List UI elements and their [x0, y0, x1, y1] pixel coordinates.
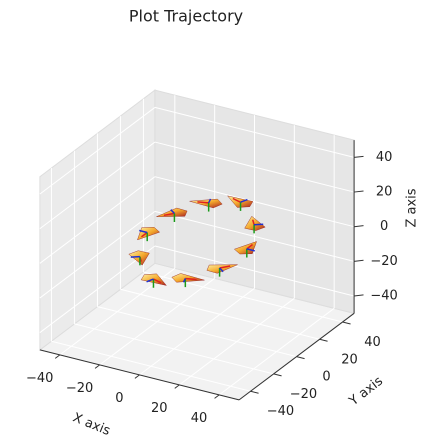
grid-line: [39, 176, 156, 264]
chart-title: Plot Trajectory: [129, 7, 243, 26]
z-tick-label: −20: [370, 254, 397, 269]
grid-line: [120, 288, 320, 340]
grid-line: [39, 141, 156, 230]
y-tick-label: 20: [341, 352, 358, 367]
tick-mark: [354, 259, 364, 262]
y-tick-label: 40: [364, 335, 381, 350]
plane-marker: [244, 215, 266, 231]
z-tick-label: 40: [376, 150, 393, 165]
orientation-axis: [139, 229, 148, 234]
plane-marker: [233, 241, 257, 255]
orientation-axis: [232, 197, 241, 203]
tick-mark: [94, 364, 100, 369]
y-axis-label: Y axis: [346, 374, 386, 410]
z-tick-label: 0: [380, 219, 388, 234]
orientation-axis: [219, 267, 224, 273]
orientation-axis: [141, 231, 148, 238]
plane-marker: [137, 227, 161, 241]
grid-line: [39, 210, 156, 299]
axis-line: [238, 312, 355, 401]
orientation-axis: [207, 198, 212, 204]
orientation-axis: [197, 201, 209, 204]
x-tick-label: −40: [26, 371, 53, 386]
tick-mark: [174, 384, 180, 389]
y-tick-label: −20: [290, 387, 317, 402]
x-tick-label: 40: [191, 411, 208, 426]
x-axis-label: X axis: [70, 410, 112, 439]
grid-line: [39, 245, 156, 333]
grid-line: [154, 106, 355, 158]
grid-line: [154, 210, 355, 262]
grid-line: [39, 107, 156, 195]
orientation-axis: [163, 212, 175, 217]
z-axis-label: Z axis: [405, 188, 420, 227]
grid-line: [154, 176, 355, 228]
tick-mark: [250, 390, 259, 394]
x-tick-label: 0: [115, 391, 123, 406]
orientation-axis: [246, 248, 255, 252]
orientation-axis: [170, 209, 175, 214]
grid-line: [97, 306, 297, 358]
tick-mark: [354, 190, 364, 193]
orientation-axis: [240, 198, 248, 203]
grid-line: [51, 340, 251, 392]
grid-line: [154, 141, 355, 193]
x-tick-label: 20: [151, 401, 168, 416]
tick-mark: [342, 321, 351, 325]
z-tick-label: −40: [370, 288, 397, 303]
orientation-axis: [182, 278, 187, 283]
tick-mark: [319, 338, 328, 342]
tick-mark: [54, 354, 61, 359]
tick-mark: [354, 155, 364, 158]
orientation-axis: [251, 219, 255, 225]
orientation-axis: [185, 277, 197, 281]
tick-mark: [134, 374, 140, 379]
tick-mark: [214, 394, 220, 399]
z-tick-label: 20: [376, 185, 393, 200]
y-tick-label: −40: [267, 404, 294, 419]
orientation-axis: [146, 278, 154, 283]
grid-line: [74, 323, 274, 375]
axis-line: [39, 349, 240, 401]
tick-mark: [296, 356, 305, 360]
tick-mark: [273, 373, 282, 377]
y-tick-label: 0: [322, 370, 330, 385]
orientation-axis: [219, 265, 231, 269]
x-tick-label: −20: [66, 381, 93, 396]
grid-line: [154, 245, 355, 297]
tick-mark: [354, 225, 364, 228]
orientation-axis: [153, 278, 162, 284]
orientation-axis: [246, 243, 253, 250]
plane-marker: [128, 250, 150, 266]
tick-mark: [354, 294, 364, 297]
